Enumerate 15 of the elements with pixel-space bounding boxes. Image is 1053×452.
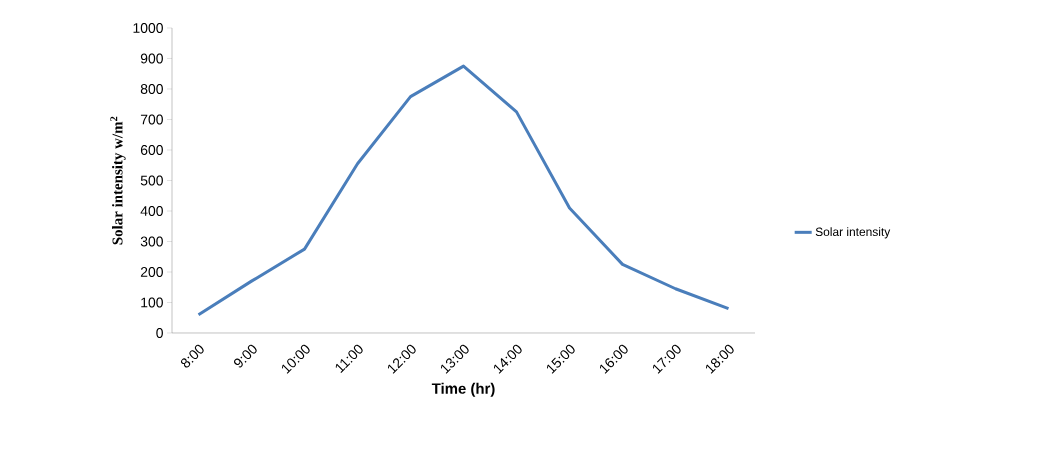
y-tick-label: 300	[140, 236, 163, 247]
x-axis-title: Time (hr)	[431, 382, 495, 397]
legend-label: Solar intensity	[815, 227, 891, 239]
y-axis-title: Solar intensity w/m$^{2}$	[110, 116, 126, 245]
y-tick-label: 800	[140, 84, 163, 94]
y-tick-label: 1000	[133, 23, 163, 33]
y-tick-label: 400	[140, 206, 163, 216]
y-tick-label: 0	[156, 328, 163, 338]
y-tick-label: 900	[140, 53, 163, 64]
y-tick-label: 700	[140, 114, 163, 125]
y-tick-label: 100	[141, 297, 163, 308]
y-tick-label: 600	[140, 145, 163, 155]
y-tick-label: 200	[140, 267, 163, 277]
line-series	[197, 64, 731, 317]
y-tick-label: 500	[140, 175, 163, 186]
